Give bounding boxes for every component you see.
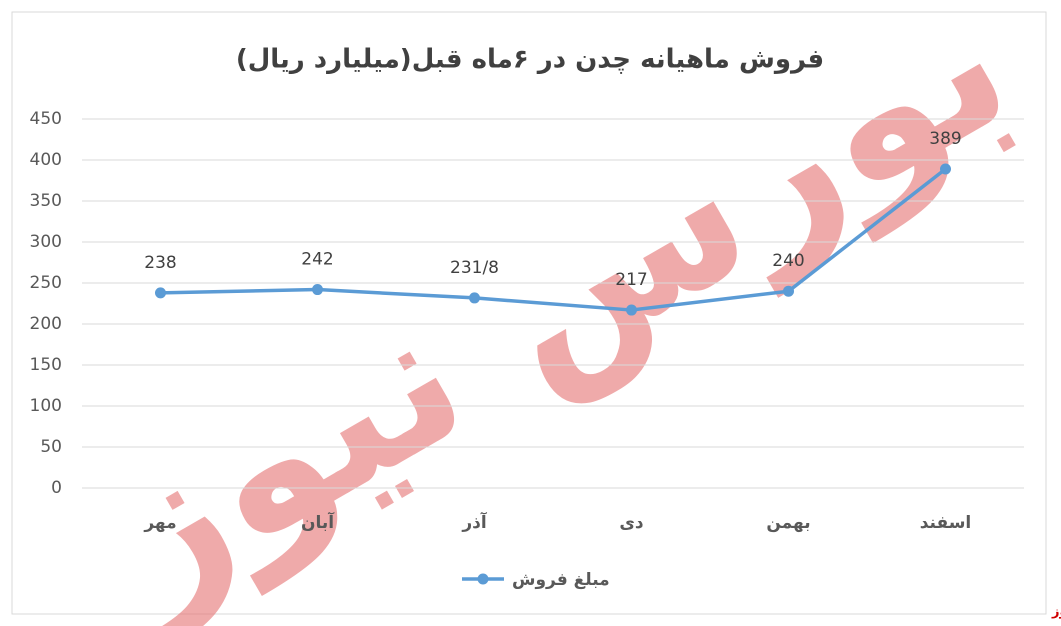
x-tick-label: آذر [461, 511, 488, 533]
chart-border [11, 11, 1047, 615]
y-tick-label: 200 [30, 314, 62, 334]
y-tick-label: 350 [30, 191, 62, 211]
x-tick-label: مهر [143, 513, 176, 533]
data-label: 389 [929, 129, 961, 149]
marker [783, 285, 794, 297]
marker [312, 284, 323, 296]
y-tick-label: 450 [30, 109, 62, 129]
data-label: 238 [144, 253, 176, 273]
legend-label: مبلغ فروش [512, 570, 610, 590]
y-tick-label: 0 [51, 478, 62, 498]
marker [940, 163, 951, 175]
legend-marker [477, 573, 489, 585]
y-tick-label: 300 [30, 232, 62, 252]
data-label: 217 [615, 270, 647, 290]
data-label: 240 [772, 251, 804, 271]
y-tick-label: 50 [40, 437, 62, 457]
data-label: 242 [301, 250, 333, 270]
x-tick-label: اسفند [920, 513, 972, 533]
source: بورس نیوز [1051, 605, 1061, 620]
y-tick-label: 250 [30, 273, 62, 293]
x-tick-label: بهمن [766, 513, 810, 533]
chart-title: فروش ماهیانه چدن در ۶ماه قبل(میلیارد ریا… [236, 45, 824, 75]
y-tick-label: 100 [30, 396, 62, 416]
y-tick-label: 150 [30, 355, 62, 375]
x-tick-label: دی [619, 513, 644, 533]
y-tick-label: 400 [30, 150, 62, 170]
data-label: 231/8 [450, 258, 499, 278]
marker [626, 304, 637, 316]
x-tick-label: آبان [301, 511, 335, 533]
line [160, 167, 947, 312]
marker [155, 287, 166, 299]
marker [469, 292, 480, 304]
